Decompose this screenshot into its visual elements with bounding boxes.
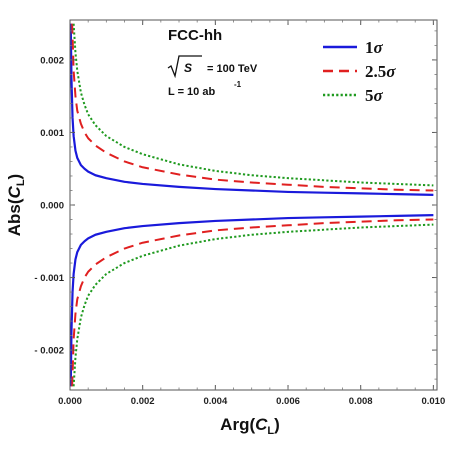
series-line-2-lower: [71, 218, 434, 387]
series-line-3-lower: [72, 223, 434, 387]
x-tick-label: 0.008: [349, 396, 373, 407]
y-tick-label: - 0.002: [34, 346, 64, 357]
y-tick-label: 0.002: [40, 55, 64, 66]
legend-entry: 5σ: [365, 86, 384, 105]
energy-symbol: S: [184, 61, 192, 75]
x-tick-label: 0.010: [421, 396, 445, 407]
legend-entry: 1σ: [365, 38, 384, 57]
lumi-annotation: L = 10 ab -1: [168, 80, 242, 98]
x-tick-label: 0.006: [276, 396, 300, 407]
axis-ticks: 0.000 0.002 0.004 0.006 0.008 0.010 0.002 0.001…: [34, 20, 445, 407]
lumi-value: L = 10 ab: [168, 86, 215, 98]
energy-annotation: S = 100 TeV: [167, 55, 258, 79]
plot-lines: [69, 23, 434, 387]
y-axis-label: Abs(CL): [5, 174, 27, 236]
collider-label: FCC-hh: [168, 27, 222, 44]
series-line-1-lower: [69, 214, 434, 387]
lumi-exponent: -1: [234, 80, 242, 89]
series-line-1-upper: [69, 23, 434, 196]
series-line-2-upper: [71, 23, 434, 192]
x-axis-label: Arg(CL): [220, 415, 280, 437]
x-tick-label: 0.000: [58, 396, 82, 407]
x-tick-label: 0.002: [131, 396, 155, 407]
legend-entry: 2.5σ: [365, 62, 396, 81]
sqrt-symbol: [167, 55, 202, 79]
series-line-3-upper: [72, 23, 434, 187]
y-tick-label: - 0.001: [34, 273, 64, 284]
x-tick-label: 0.004: [203, 396, 227, 407]
y-tick-label: 0.001: [40, 128, 64, 139]
energy-value: = 100 TeV: [207, 63, 258, 75]
legend: 1σ 2.5σ 5σ: [323, 38, 396, 105]
y-tick-label: 0.000: [40, 201, 64, 212]
